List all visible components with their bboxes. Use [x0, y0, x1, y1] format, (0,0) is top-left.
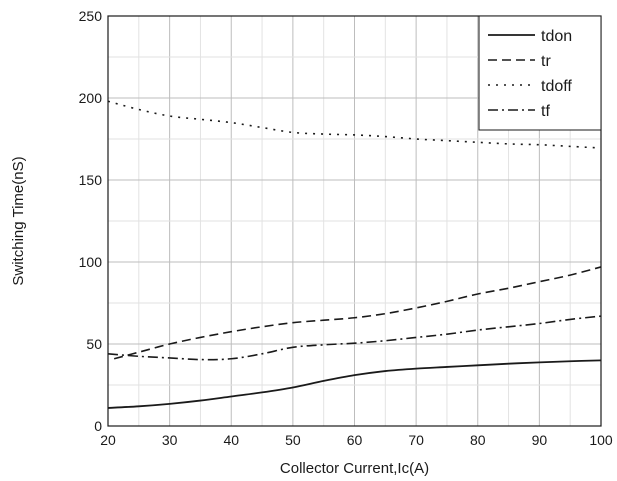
x-tick-label: 50 — [285, 432, 301, 448]
y-axis-title: Switching Time(nS) — [10, 156, 27, 285]
series-lines — [107, 100, 602, 409]
x-tick-label: 60 — [347, 432, 363, 448]
x-tick-label: 40 — [223, 432, 239, 448]
y-tick-labels: 0 50 100 150 200 250 — [79, 8, 103, 434]
legend-label-tr: tr — [541, 53, 551, 70]
y-tick-label: 50 — [86, 336, 102, 352]
x-axis-title: Collector Current,Ic(A) — [280, 460, 429, 477]
series-line-tf — [107, 315, 602, 361]
x-tick-label: 70 — [408, 432, 424, 448]
x-tick-label: 20 — [100, 432, 116, 448]
series-line-tr — [113, 266, 602, 360]
x-tick-label: 100 — [589, 432, 613, 448]
x-tick-label: 30 — [162, 432, 178, 448]
plot-frame — [107, 15, 602, 427]
series-line-tdoff — [107, 100, 602, 149]
x-tick-label: 80 — [470, 432, 486, 448]
series-line-tdon — [107, 359, 602, 409]
y-tick-label: 150 — [79, 172, 103, 188]
y-tick-label: 250 — [79, 8, 103, 24]
legend-box — [478, 15, 602, 131]
y-tick-label: 100 — [79, 254, 103, 270]
y-tick-label: 0 — [94, 418, 102, 434]
legend: tdon tr tdoff tf — [478, 15, 602, 131]
x-tick-labels: 20 30 40 50 60 70 80 90 100 — [100, 432, 613, 448]
y-tick-label: 200 — [79, 90, 103, 106]
x-tick-label: 90 — [532, 432, 548, 448]
legend-label-tf: tf — [541, 103, 550, 120]
legend-label-tdon: tdon — [541, 28, 572, 45]
legend-label-tdoff: tdoff — [541, 78, 572, 95]
